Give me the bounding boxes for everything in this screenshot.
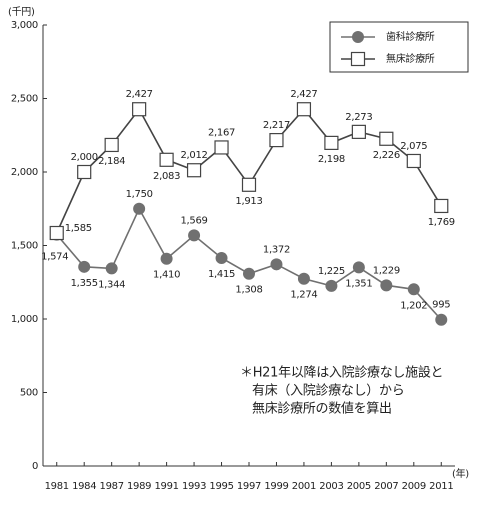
value-label: 995 [432, 300, 450, 311]
data-point [104, 137, 119, 153]
value-label: 1,202 [400, 300, 427, 311]
data-point [325, 279, 338, 292]
value-label: 1,344 [98, 279, 125, 290]
data-point [78, 260, 91, 273]
data-point [77, 164, 92, 180]
x-tick-label: 2011 [429, 481, 453, 492]
value-label: 2,217 [263, 120, 290, 131]
x-tick-label: 1984 [72, 481, 96, 492]
x-tick-label: 2007 [374, 481, 398, 492]
value-label: 1,372 [263, 244, 290, 255]
value-label: 2,427 [290, 89, 317, 100]
value-label: 1,415 [208, 269, 235, 280]
data-point [270, 258, 283, 271]
value-label: 2,273 [345, 112, 372, 123]
value-label: 1,913 [235, 196, 262, 207]
value-label: 1,410 [153, 270, 180, 281]
y-tick-label: 2,000 [11, 167, 38, 178]
value-label: 2,184 [98, 156, 125, 167]
value-label: 1,574 [41, 252, 68, 263]
x-tick-label: 2009 [402, 481, 426, 492]
value-label: 2,075 [400, 141, 427, 152]
data-point [132, 102, 147, 117]
y-tick-label: 3,000 [11, 20, 38, 31]
data-point [351, 124, 366, 139]
data-point [380, 279, 393, 292]
legend-label: 無床診療所 [386, 52, 435, 65]
series-line [56, 107, 442, 234]
value-label: 2,167 [208, 127, 235, 138]
data-point [406, 153, 421, 169]
x-tick-label: 1999 [264, 481, 288, 492]
data-point [49, 225, 64, 241]
x-tick-label: 2001 [292, 481, 316, 492]
data-point [379, 131, 394, 146]
value-label: 1,225 [318, 266, 345, 277]
annotation: 無床診療所の数値を算出 [252, 401, 392, 417]
legend-marker [350, 51, 366, 67]
x-tick-label: 1987 [100, 481, 124, 492]
value-label: 2,427 [126, 89, 153, 100]
data-point [296, 102, 312, 117]
value-label: 2,198 [318, 154, 345, 165]
legend-marker [352, 31, 364, 43]
x-tick-label: 1991 [154, 481, 178, 492]
data-point [297, 272, 310, 285]
data-point [160, 252, 173, 265]
x-tick-label: 2005 [347, 481, 371, 492]
y-tick-label: 500 [20, 388, 38, 399]
data-point [243, 267, 255, 280]
y-tick-label: 1,000 [11, 314, 38, 325]
y-tick-label: 0 [32, 461, 38, 472]
x-tick-label: 2003 [319, 481, 343, 492]
y-tick-label: 1,500 [11, 241, 38, 252]
value-label: 1,355 [71, 278, 98, 289]
value-label: 1,229 [373, 265, 400, 276]
data-point [435, 313, 448, 326]
x-unit: (年) [452, 467, 469, 480]
x-tick-label: 1997 [237, 481, 261, 492]
data-point [241, 177, 257, 192]
data-point [407, 283, 420, 296]
value-label: 2,012 [180, 150, 207, 161]
y-tick-label: 2,500 [11, 94, 38, 105]
x-tick-label: 1995 [209, 481, 233, 492]
data-point [269, 133, 284, 148]
value-label: 1,274 [290, 290, 317, 301]
value-label: 1,569 [180, 215, 207, 226]
x-tick-label: 1989 [127, 481, 151, 492]
value-label: 2,000 [71, 152, 98, 163]
y-unit: (千円) [8, 6, 35, 18]
value-label: 1,308 [235, 285, 262, 296]
legend-label: 歯科診療所 [386, 30, 435, 43]
value-label: 2,083 [153, 171, 180, 182]
value-label: 1,769 [428, 217, 455, 228]
data-point [159, 152, 174, 167]
value-label: 1,351 [345, 278, 372, 289]
data-point [352, 261, 365, 274]
x-tick-label: 1981 [45, 481, 69, 492]
value-label: 1,750 [126, 189, 153, 200]
data-point [434, 198, 449, 214]
data-point [133, 202, 146, 215]
x-tick-label: 1993 [182, 481, 206, 492]
data-point [324, 135, 339, 150]
annotation: ＊H21年以降は入院診療なし施設と [240, 365, 443, 381]
value-label: 1,585 [65, 223, 92, 234]
data-point [186, 163, 202, 178]
value-label: 2,226 [373, 150, 400, 161]
data-point [215, 251, 228, 264]
data-point [105, 262, 118, 275]
annotation: 有床（入院診療なし）から [252, 383, 404, 399]
data-point [188, 229, 201, 242]
data-point [214, 140, 229, 155]
